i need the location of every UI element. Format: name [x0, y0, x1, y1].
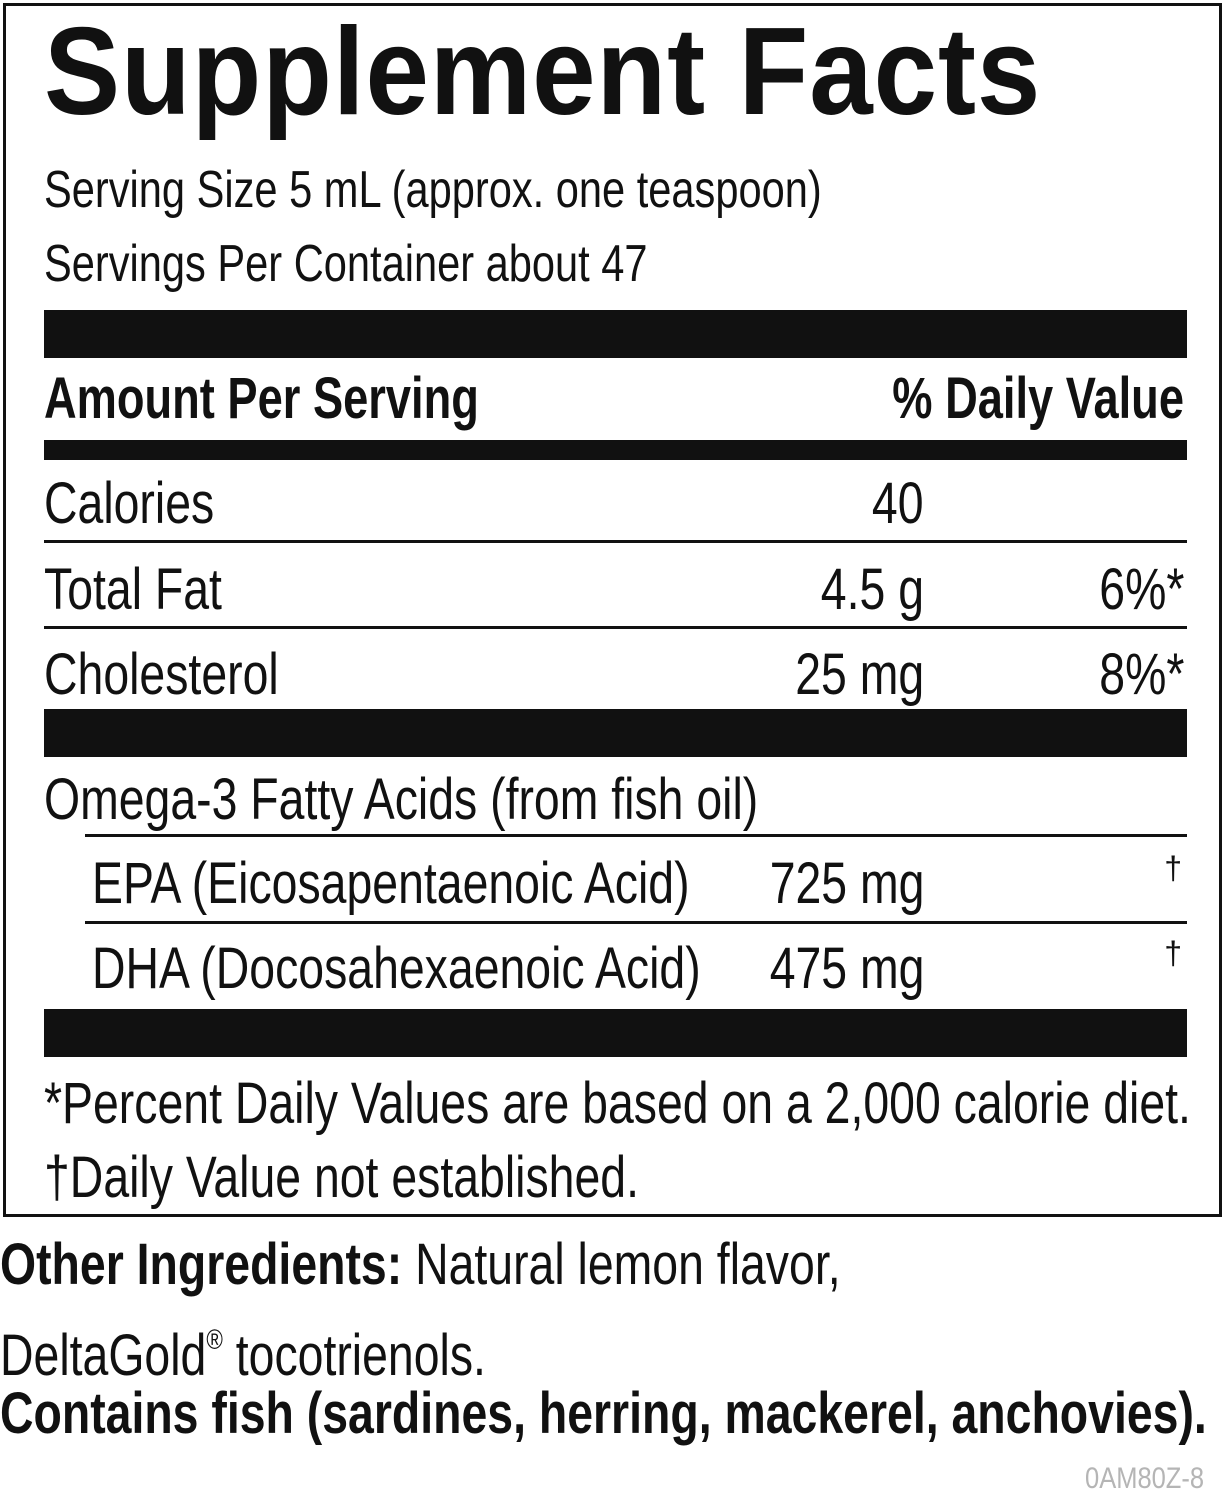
- row-name: DHA (Docosahexaenoic Acid): [92, 936, 701, 1001]
- allergen-statement: Contains fish (sardines, herring, macker…: [0, 1381, 1207, 1446]
- thick-divider: [44, 310, 1187, 358]
- row-amount: 725 mg: [769, 851, 924, 916]
- row-daily-value: †: [1164, 850, 1182, 886]
- other-ingredients-text: Natural lemon flavor,: [402, 1232, 841, 1297]
- supplement-facts-panel: Supplement Facts Serving Size 5 mL (appr…: [3, 3, 1222, 1217]
- thick-divider: [44, 1009, 1187, 1057]
- daily-value-header: % Daily Value: [892, 366, 1184, 431]
- row-divider: [44, 626, 1187, 629]
- row-amount: 25 mg: [795, 642, 924, 707]
- other-ingredients-label: Other Ingredients:: [0, 1232, 403, 1297]
- label-title: Supplement Facts: [44, 3, 1042, 141]
- amount-per-serving-header: Amount Per Serving: [44, 366, 479, 431]
- medium-divider: [44, 440, 1187, 460]
- row-daily-value: 8%*: [1098, 642, 1184, 707]
- brand-name: DeltaGold: [0, 1323, 207, 1388]
- row-amount: 4.5 g: [820, 557, 924, 622]
- row-amount: 475 mg: [769, 936, 924, 1001]
- servings-per-container: Servings Per Container about 47: [44, 235, 648, 293]
- row-divider: [85, 834, 1187, 837]
- row-name: Cholesterol: [44, 642, 279, 707]
- registered-mark: ®: [206, 1324, 223, 1355]
- row-daily-value: †: [1164, 935, 1182, 971]
- footnote-percent: *Percent Daily Values are based on a 2,0…: [44, 1071, 1191, 1136]
- row-divider: [44, 540, 1187, 543]
- row-name: Total Fat: [44, 557, 222, 622]
- row-name: EPA (Eicosapentaenoic Acid): [92, 851, 690, 916]
- product-code: 0AM80Z-8: [1084, 1462, 1204, 1495]
- thick-divider: [44, 709, 1187, 757]
- other-ingredients-line1: Other Ingredients: Natural lemon flavor,: [0, 1233, 841, 1297]
- row-amount: 40: [872, 471, 924, 536]
- serving-size: Serving Size 5 mL (approx. one teaspoon): [44, 161, 822, 219]
- row-divider: [85, 921, 1187, 924]
- other-ingredients-rest: tocotrienols.: [222, 1323, 486, 1388]
- row-daily-value: 6%*: [1098, 557, 1184, 622]
- other-ingredients-line2: DeltaGold® tocotrienols.: [0, 1308, 486, 1388]
- omega-heading: Omega-3 Fatty Acids (from fish oil): [44, 767, 759, 832]
- footnote-dagger: †Daily Value not established.: [44, 1145, 639, 1210]
- row-name: Calories: [44, 471, 215, 536]
